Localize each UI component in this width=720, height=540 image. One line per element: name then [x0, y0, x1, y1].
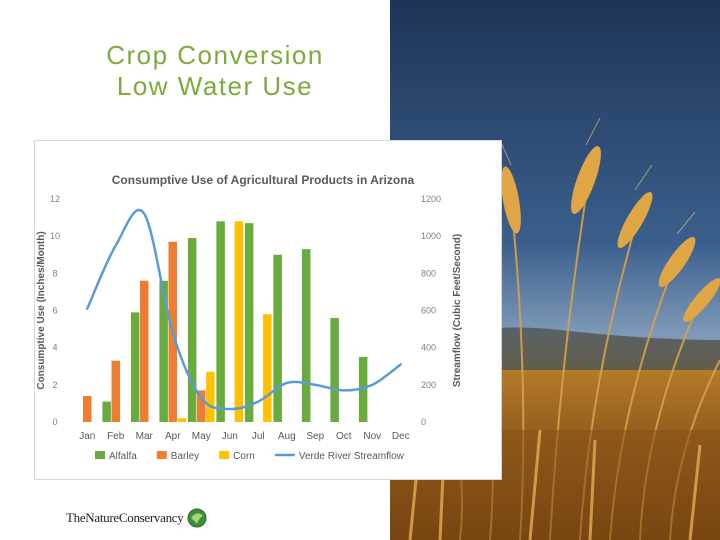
- x-tick-label: Feb: [107, 431, 125, 442]
- nature-conservancy-logo: TheNatureConservancy: [66, 506, 207, 530]
- bar-barley: [83, 395, 92, 422]
- y2-axis-label: Streamflow (Cubic Feet/Second): [452, 234, 463, 387]
- legend-label-corn: Corn: [233, 451, 255, 462]
- y-tick-label: 8: [52, 268, 57, 278]
- slide-title-line2: Low Water Use: [116, 71, 314, 101]
- legend-label-barley: Barley: [171, 451, 199, 462]
- y2-tick-label: 600: [421, 306, 436, 316]
- legend-label-verde-river-streamflow: Verde River Streamflow: [299, 451, 405, 462]
- x-tick-label: Jan: [79, 431, 95, 442]
- bar-alfalfa: [330, 317, 339, 422]
- y-tick-label: 0: [52, 417, 57, 427]
- bar-barley: [140, 280, 149, 422]
- x-tick-label: Sep: [306, 431, 324, 442]
- streamflow-layer: [86, 208, 402, 411]
- bar-corn: [206, 371, 215, 422]
- bar-corn: [263, 314, 272, 422]
- y-axis-label: Consumptive Use (Inches/Month): [36, 231, 47, 389]
- x-tick-label: Aug: [278, 431, 296, 442]
- consumptive-use-chart: Consumptive Use of Agricultural Products…: [36, 173, 463, 462]
- bar-alfalfa: [301, 249, 311, 422]
- legend-label-alfalfa: Alfalfa: [109, 451, 137, 462]
- bar-alfalfa: [244, 223, 254, 422]
- x-tick-label: May: [192, 431, 211, 442]
- bar-barley: [111, 360, 120, 422]
- axes-layer: 0 2 4 6 8 10 12 0 200 400 600 800 1000 1200 Jan Feb Mar A…: [50, 194, 441, 442]
- chart-card: Consumptive Use of Agricultural Products…: [34, 140, 502, 480]
- legend-swatch-corn: [219, 451, 230, 459]
- y-tick-label: 6: [52, 306, 57, 316]
- bar-alfalfa: [102, 401, 111, 422]
- bar-alfalfa: [358, 356, 368, 422]
- globe-leaf-icon: [187, 508, 207, 528]
- x-tick-label: Mar: [136, 431, 154, 442]
- bars-layer: [83, 221, 368, 422]
- chart-title: Consumptive Use of Agricultural Products…: [112, 173, 415, 187]
- bar-corn: [234, 221, 244, 422]
- bar-barley: [197, 390, 206, 422]
- legend-swatch-barley: [156, 451, 167, 459]
- x-tick-label: Dec: [392, 431, 410, 442]
- x-tick-label: Oct: [336, 431, 352, 442]
- bar-alfalfa: [216, 221, 225, 422]
- bar-alfalfa: [273, 254, 282, 422]
- y2-tick-label: 0: [421, 417, 426, 427]
- bar-alfalfa: [130, 312, 140, 422]
- chart-legend: Alfalfa Barley Corn Verde River Streamflow: [95, 451, 405, 462]
- y2-tick-label: 800: [421, 268, 436, 278]
- y-tick-label: 10: [50, 231, 60, 241]
- x-tick-label: Jul: [252, 431, 265, 442]
- y2-tick-label: 1200: [421, 194, 441, 204]
- series-line-streamflow: [86, 208, 402, 411]
- y-tick-label: 2: [52, 380, 57, 390]
- bar-alfalfa: [187, 238, 197, 422]
- bar-alfalfa: [159, 280, 168, 422]
- logo-text: TheNatureConservancy: [66, 510, 184, 525]
- legend-swatch-alfalfa: [95, 451, 105, 459]
- y-tick-label: 4: [52, 343, 57, 353]
- x-tick-label: Nov: [363, 431, 381, 442]
- bar-corn: [177, 418, 187, 422]
- y-tick-label: 12: [50, 194, 60, 204]
- y2-tick-label: 1000: [421, 231, 441, 241]
- x-tick-label: Apr: [165, 431, 181, 442]
- y2-tick-label: 400: [421, 343, 436, 353]
- slide-title-line1: Crop Conversion: [106, 40, 324, 70]
- y2-tick-label: 200: [421, 380, 436, 390]
- x-tick-label: Jun: [222, 431, 238, 442]
- slide-title: Crop Conversion Low Water Use: [60, 40, 370, 102]
